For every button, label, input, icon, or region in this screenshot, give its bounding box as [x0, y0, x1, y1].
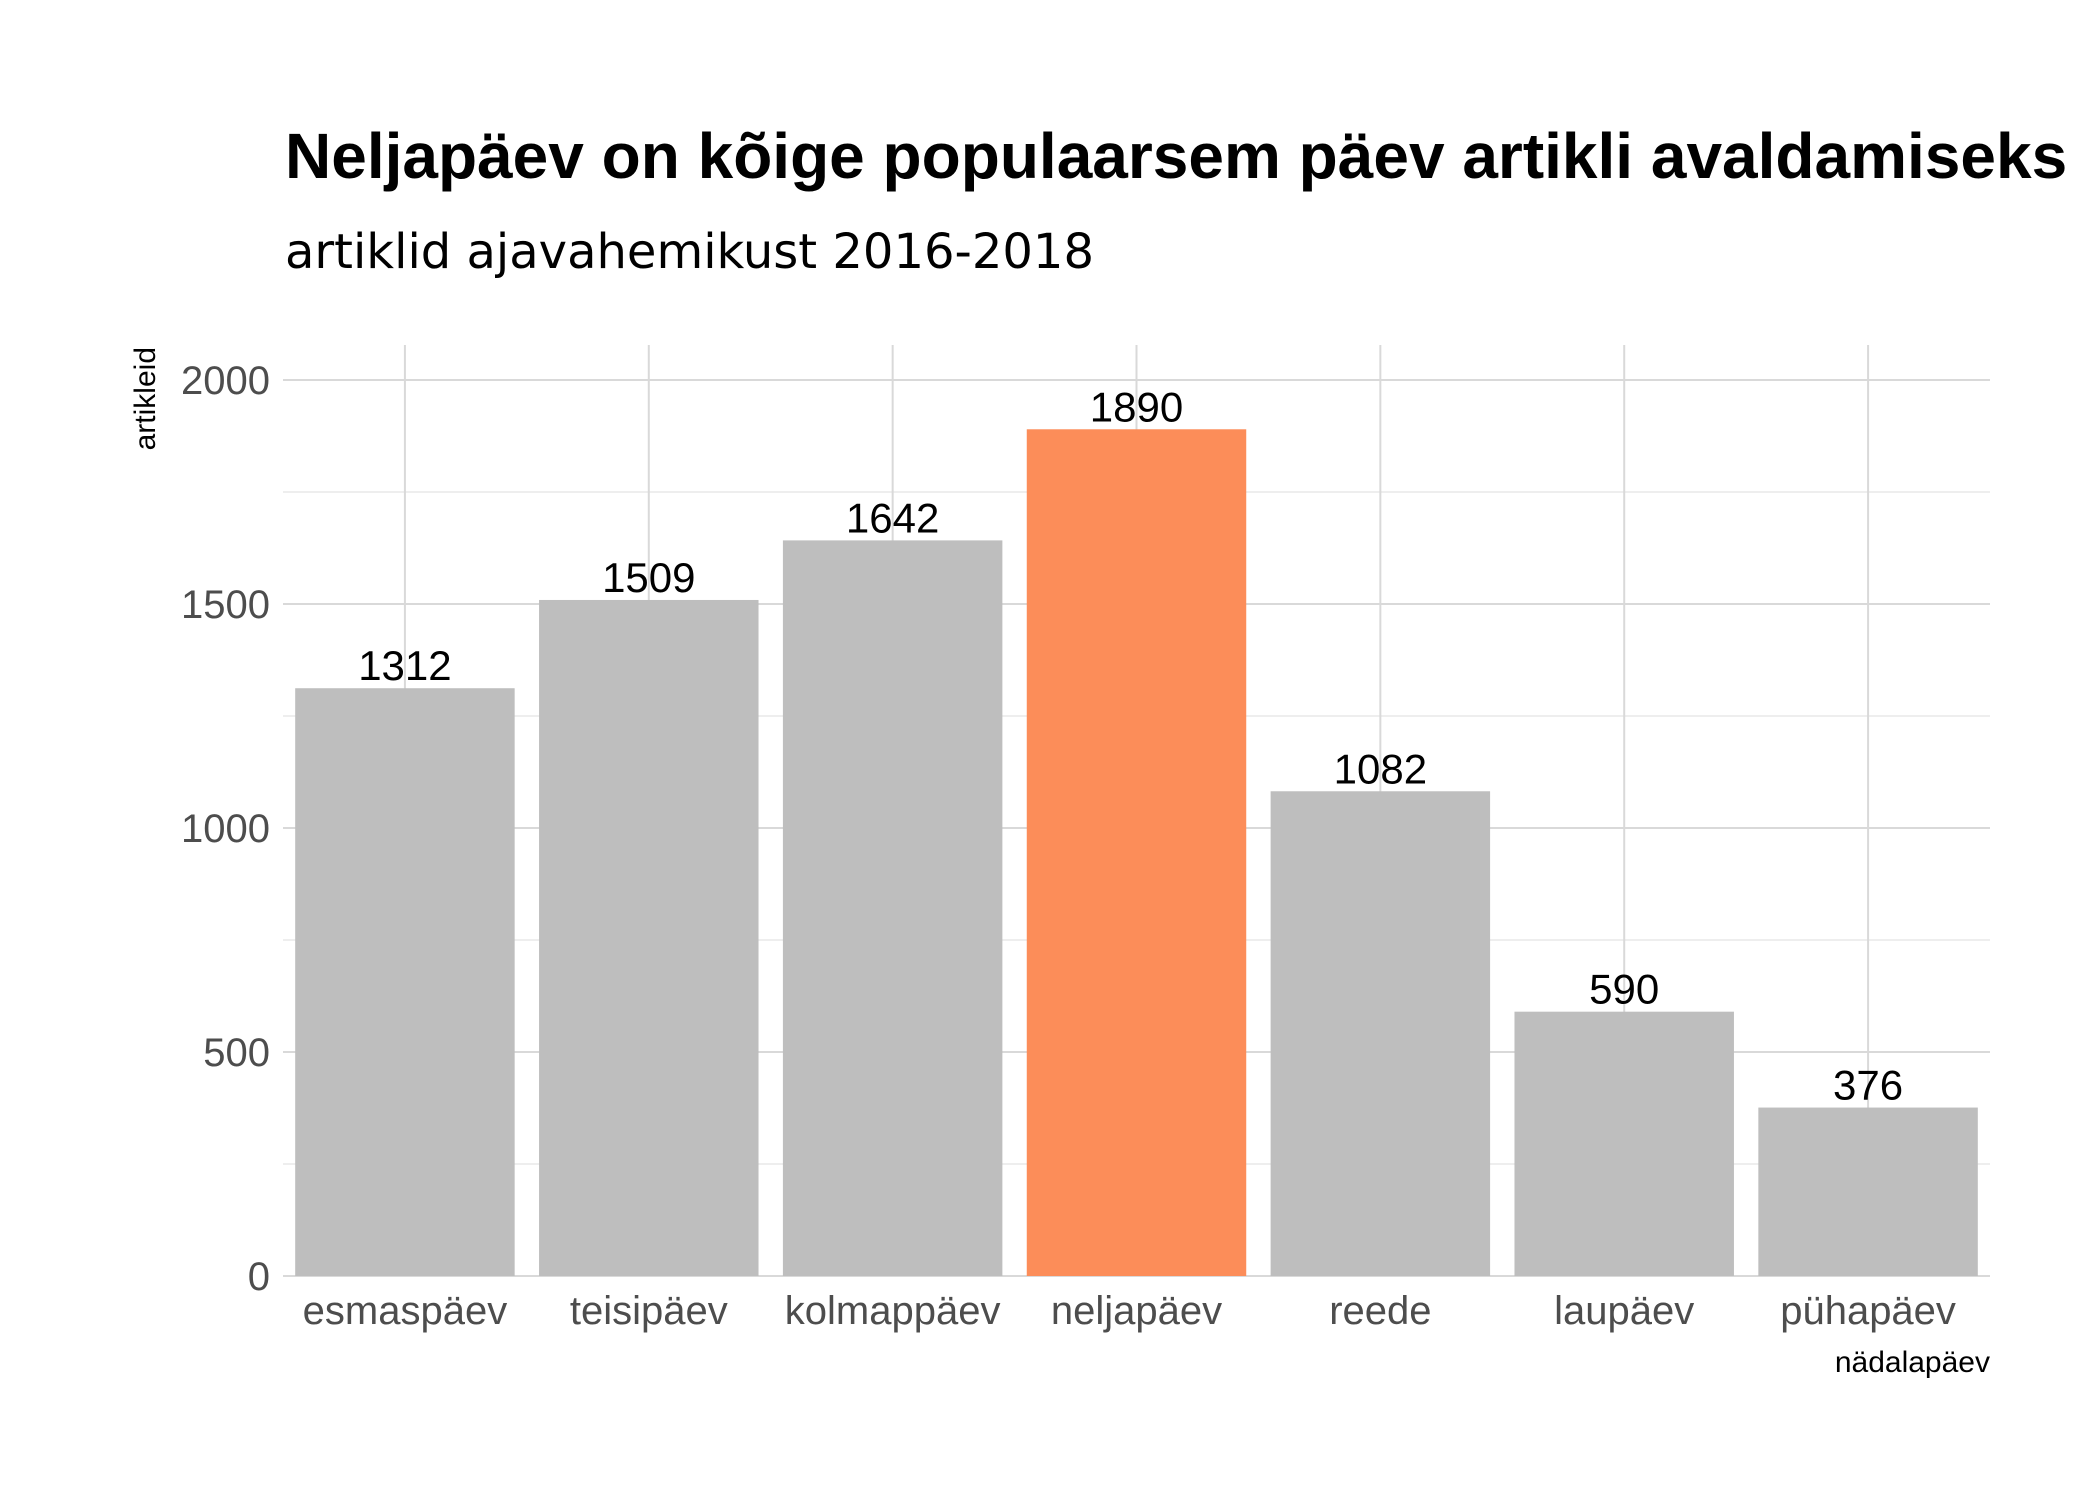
chart-title: Neljapäev on kõige populaarsem päev arti…	[285, 120, 2067, 192]
y-tick-label: 2000	[181, 359, 270, 403]
bar	[295, 688, 515, 1276]
y-tick-label: 1500	[181, 583, 270, 627]
bar	[539, 599, 759, 1276]
y-tick-label: 500	[203, 1031, 270, 1075]
x-tick-label: esmaspäev	[303, 1289, 508, 1333]
x-tick-label: kolmappäev	[785, 1289, 1001, 1333]
x-tick-label: reede	[1329, 1289, 1431, 1333]
y-axis-ticks: 0 500 1000 1500 2000	[181, 359, 270, 1299]
x-tick-label: neljapäev	[1051, 1289, 1222, 1333]
x-axis-ticks: esmaspäev teisipäev kolmappäev neljapäev ree…	[303, 1289, 1956, 1333]
x-tick-label: teisipäev	[570, 1289, 728, 1333]
bar	[782, 540, 1003, 1276]
bar	[1270, 791, 1491, 1276]
bar-value-label: 1312	[358, 642, 451, 689]
bar	[1026, 429, 1247, 1276]
x-tick-label: laupäev	[1554, 1289, 1694, 1333]
bar-value-label: 376	[1833, 1062, 1903, 1109]
y-tick-label: 1000	[181, 807, 270, 851]
bar	[1758, 1107, 1978, 1276]
bar-value-label: 1082	[1334, 745, 1427, 792]
bar-value-label: 590	[1589, 966, 1659, 1013]
data-labels: 1312 1509 1642 1890 1082 590 376	[358, 383, 1903, 1108]
bar-value-label: 1890	[1090, 383, 1183, 430]
y-tick-label: 0	[248, 1255, 270, 1299]
bar	[1514, 1011, 1734, 1276]
x-tick-label: pühapäev	[1780, 1289, 1956, 1333]
bar-value-label: 1509	[602, 554, 695, 601]
x-axis-title: nädalapäev	[1835, 1346, 1990, 1379]
y-axis-title: artikleid	[129, 347, 162, 450]
chart-subtitle: artiklid ajavahemikust 2016-2018	[285, 224, 1094, 280]
bars	[295, 429, 1978, 1276]
bar-value-label: 1642	[846, 494, 939, 541]
